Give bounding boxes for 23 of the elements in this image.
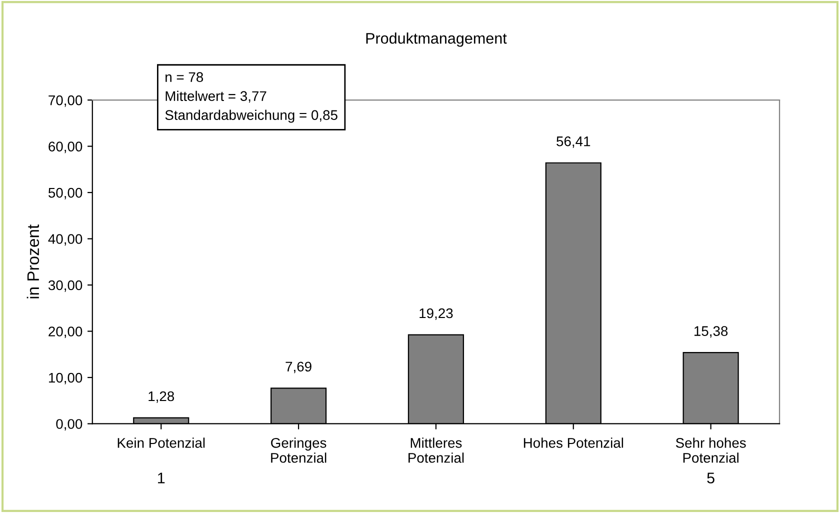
data-label: 19,23 bbox=[420, 308, 453, 320]
y-tick-label: 50,00 bbox=[48, 188, 82, 200]
data-label: 7,69 bbox=[286, 362, 312, 374]
y-tick-label: 30,00 bbox=[48, 280, 82, 292]
y-tick-label: 0,00 bbox=[56, 419, 82, 431]
y-axis-title: in Prozent bbox=[26, 224, 40, 298]
data-label: 15,38 bbox=[694, 326, 728, 338]
x-tick-label: Geringes Potenzial bbox=[271, 438, 326, 463]
y-tick-label: 70,00 bbox=[48, 95, 82, 107]
y-tick-label: 60,00 bbox=[48, 142, 82, 154]
text: 1 bbox=[158, 472, 165, 484]
chart-title: Produktmanagement bbox=[366, 32, 507, 47]
annotation: n = 78 Mittelwert = 3,77 Standardabweichung = 0,85 bbox=[165, 72, 338, 123]
data-label: 1,28 bbox=[148, 391, 174, 403]
x-tick-label: Sehr hohes Potenzial bbox=[676, 438, 746, 463]
y-tick-label: 10,00 bbox=[48, 372, 82, 384]
y-tick-label: 40,00 bbox=[48, 234, 82, 246]
x-tick-label: Hohes Potenzial bbox=[524, 438, 624, 448]
x-tick-label: Kein Potenzial bbox=[118, 438, 205, 448]
text: 5 bbox=[707, 472, 714, 484]
y-tick-label: 20,00 bbox=[48, 326, 82, 338]
x-tick-label: Mittleres Potenzial bbox=[408, 438, 464, 463]
data-label: 56,41 bbox=[556, 136, 590, 148]
